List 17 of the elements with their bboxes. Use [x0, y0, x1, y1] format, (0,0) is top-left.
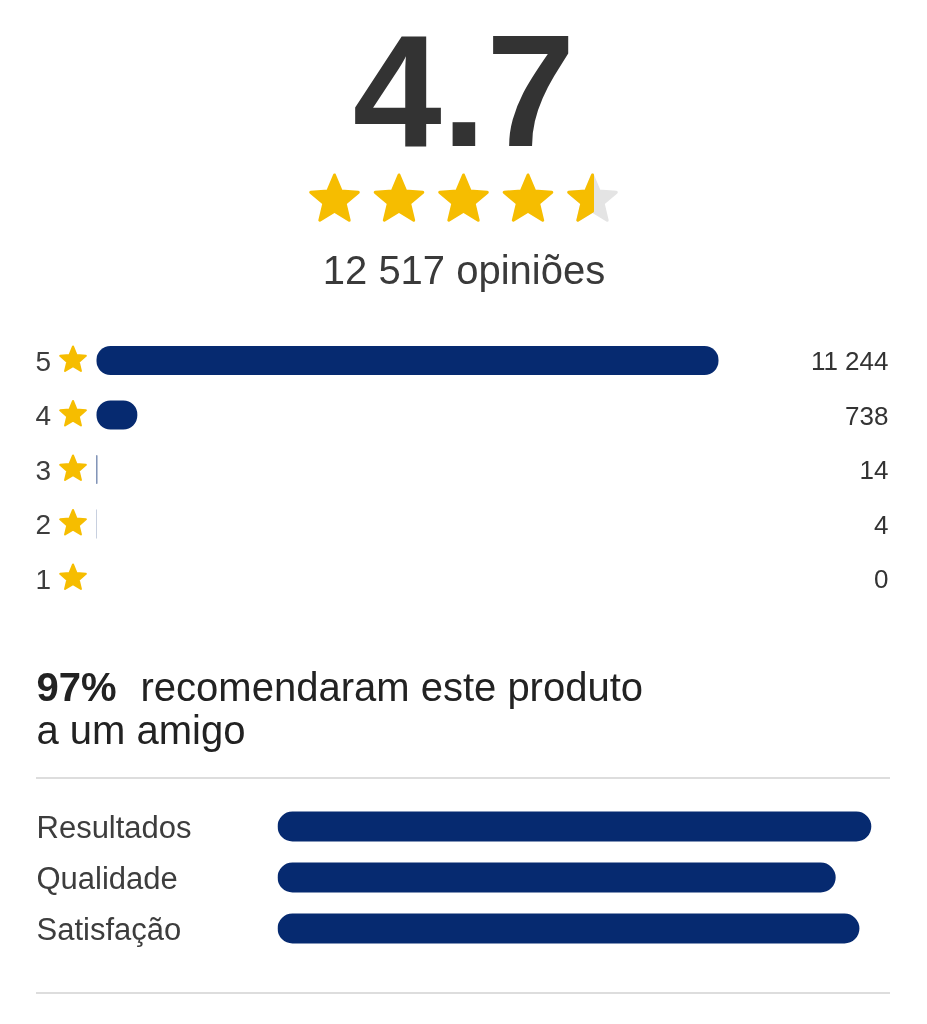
y-tick-label: 3: [35, 454, 52, 486]
y-tick-label: Resultados: [36, 809, 192, 845]
chart-title: 4.7: [352, 1, 576, 181]
y-tick-label: 4: [35, 400, 52, 432]
chart-subtitle: 12 517 opiniões: [322, 247, 606, 292]
y-tick-label: 1: [35, 563, 52, 595]
data-label: 11 244: [810, 346, 889, 377]
data-label: 4: [874, 509, 889, 540]
y-tick-label: 5: [35, 345, 52, 377]
y-tick-label: 2: [35, 509, 52, 541]
y-tick-label: Satisfação: [36, 911, 182, 947]
y-tick-label: Qualidade: [36, 860, 178, 896]
data-label: 0: [874, 564, 889, 595]
text: 97% recomendaram este produto a um amigo: [36, 664, 644, 752]
data-label: 14: [859, 455, 889, 486]
data-label: 738: [845, 400, 889, 431]
bar: [96, 346, 719, 375]
